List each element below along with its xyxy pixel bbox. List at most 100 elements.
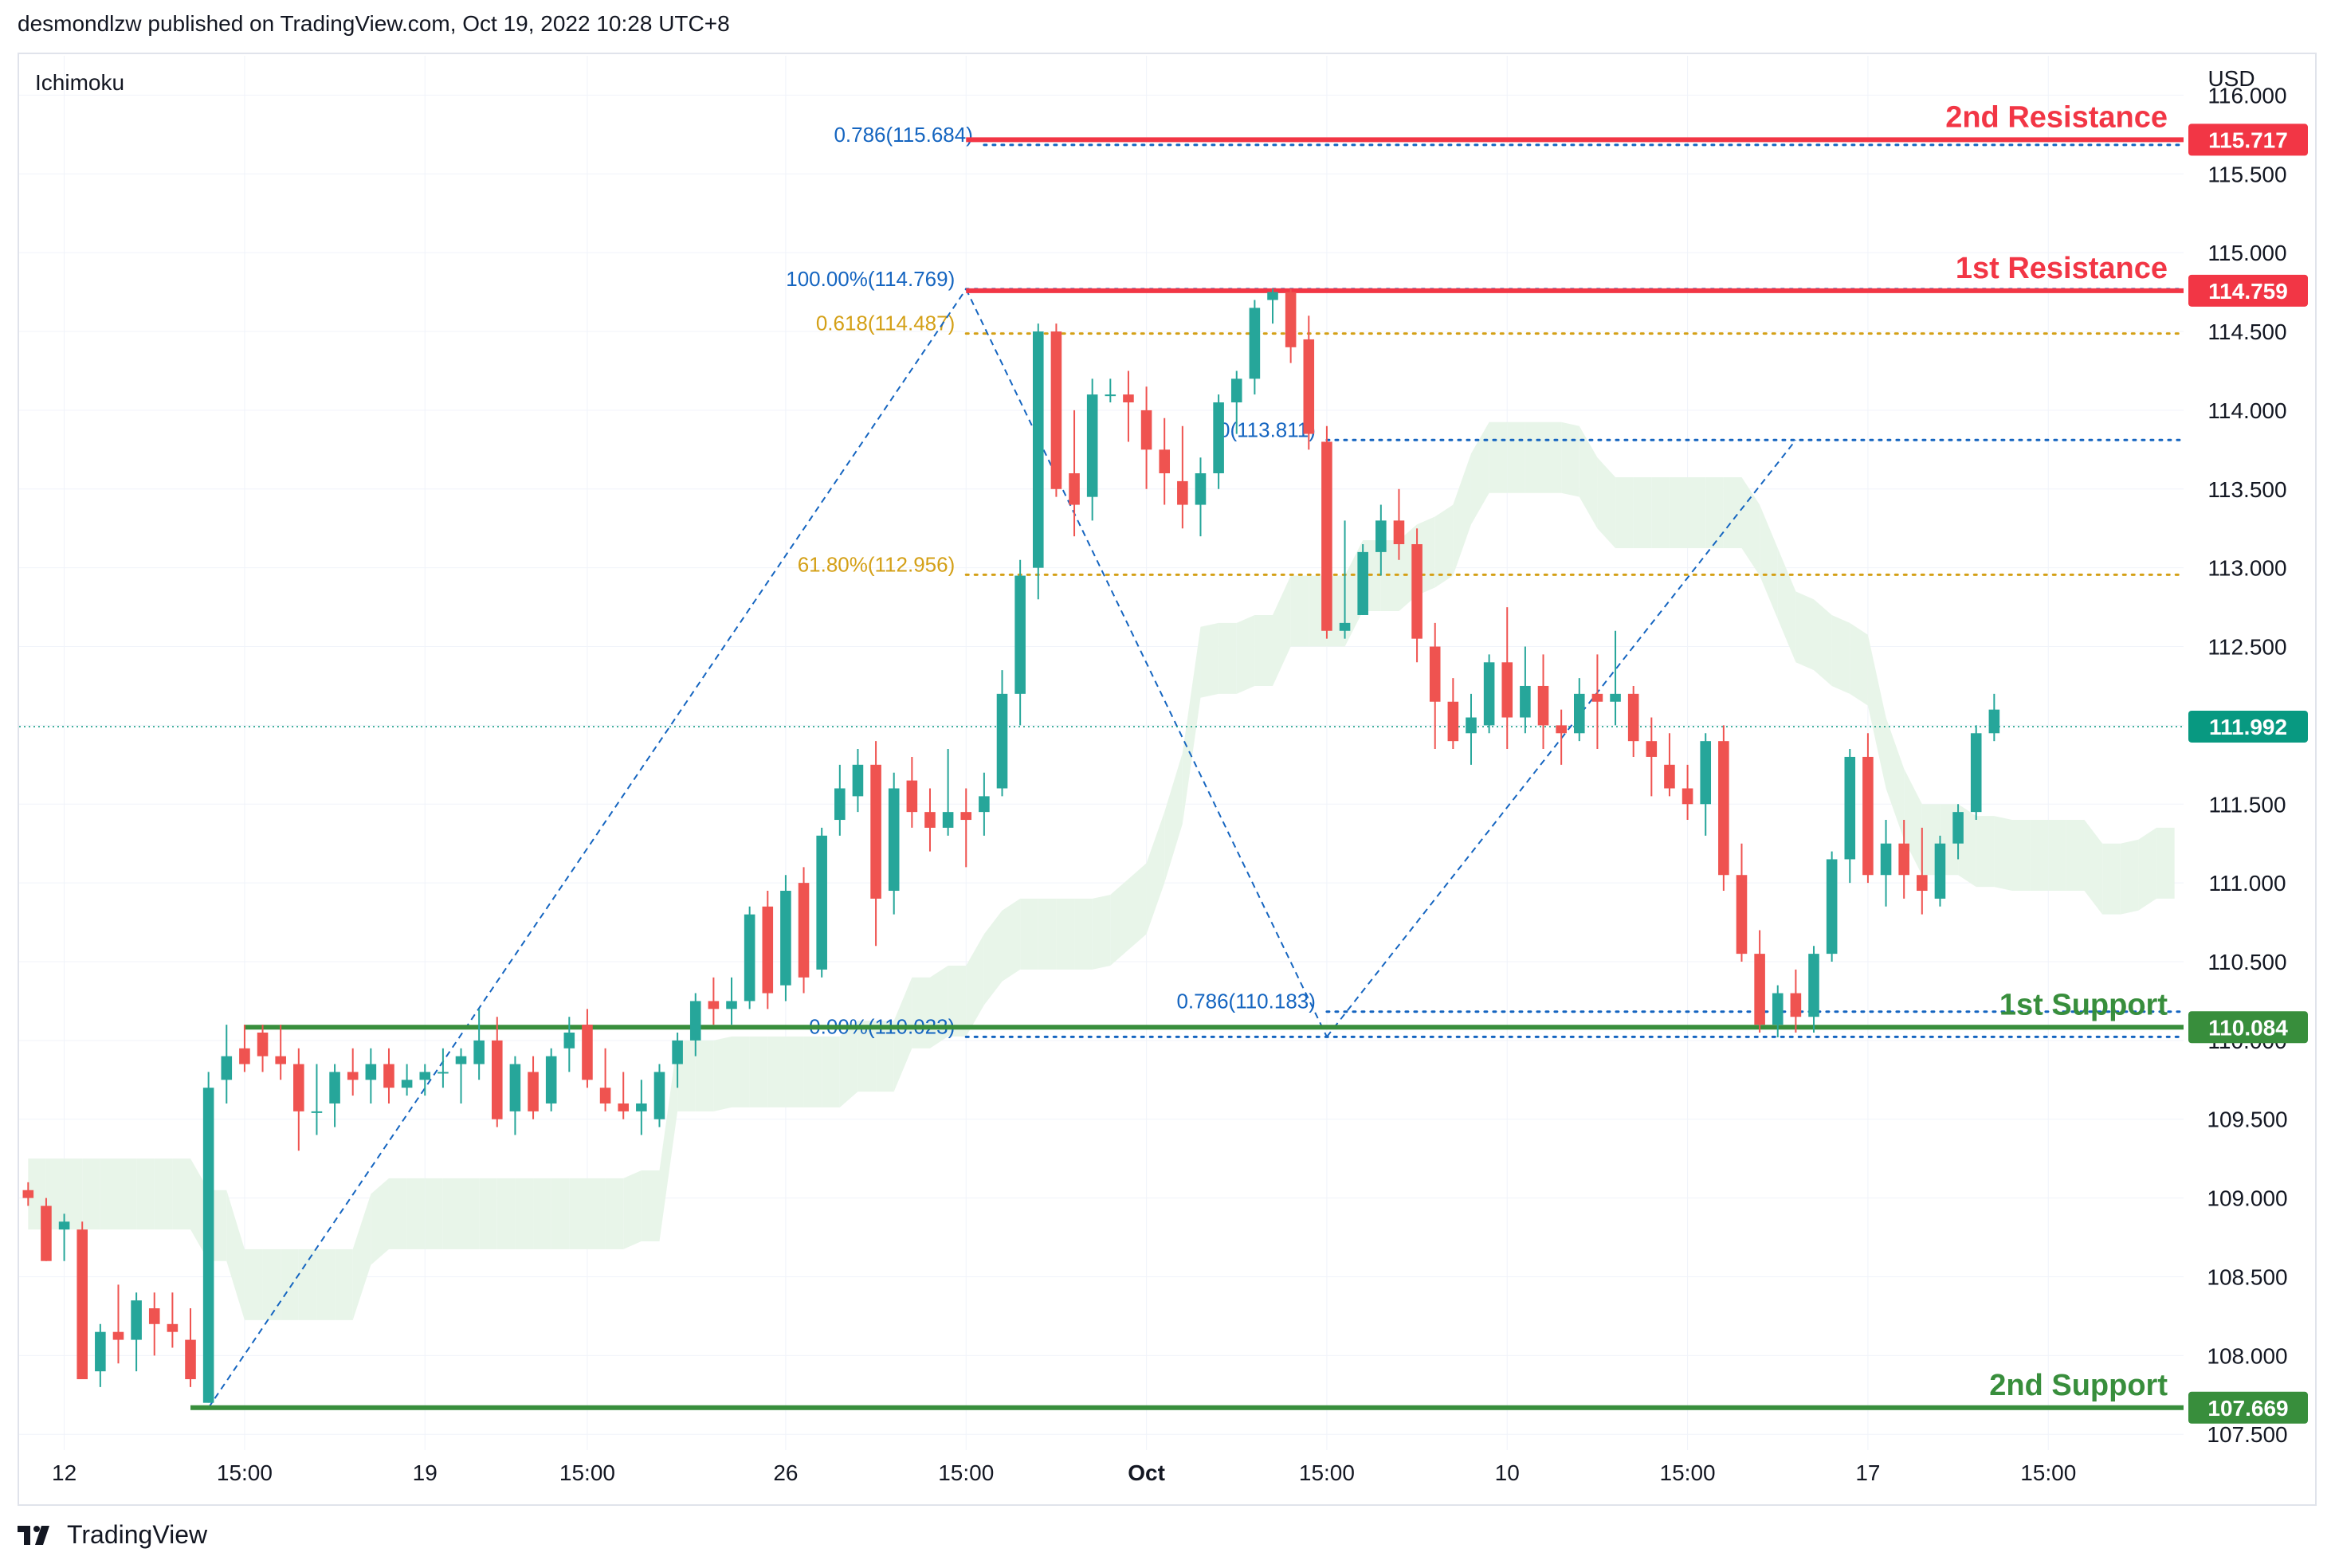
cloud-segment (406, 1178, 426, 1249)
candle-body (1447, 701, 1459, 742)
candle-body (1195, 473, 1207, 505)
cloud-segment (1273, 575, 1291, 686)
cloud-segment (623, 1170, 642, 1249)
last-price-tag-text: 111.992 (2209, 715, 2287, 739)
candle-body (1736, 875, 1748, 955)
cloud-segment (1579, 425, 1598, 529)
last-price-tag (2188, 710, 2308, 743)
cloud-segment (1290, 575, 1309, 647)
fib-swing-line (965, 288, 1328, 1037)
candle-body (1050, 331, 1062, 489)
y-tick-label: 114.500 (2207, 319, 2286, 344)
cloud-segment (1814, 599, 1832, 686)
candle-body (1682, 788, 1693, 805)
candle-body (672, 1040, 683, 1064)
cloud-segment (2048, 820, 2066, 892)
cloud-segment (1687, 476, 1706, 548)
x-tick-label: 19 (413, 1460, 438, 1485)
cloud-segment (100, 1158, 119, 1230)
x-tick-label: 12 (52, 1460, 77, 1485)
publisher-header: desmondlzw published on TradingView.com,… (18, 11, 730, 36)
cloud-segment (136, 1158, 155, 1230)
cloud-segment (695, 1040, 714, 1111)
indicator-label[interactable]: Ichimoku (35, 70, 125, 95)
cloud-segment (1200, 622, 1219, 698)
candle-body (202, 1088, 214, 1403)
y-tick-label: 113.500 (2207, 477, 2286, 502)
cloud-segment (983, 910, 1003, 1005)
candle-body (924, 812, 936, 828)
y-tick-label: 111.500 (2208, 792, 2286, 817)
cloud-segment (1994, 816, 2012, 892)
candle-body (509, 1064, 521, 1111)
cloud-segment (82, 1158, 100, 1230)
cloud-segment (1489, 421, 1508, 493)
candle-body (1213, 402, 1224, 474)
x-tick-label: Oct (1128, 1460, 1165, 1485)
candle-body (1339, 622, 1351, 631)
candle-body (762, 906, 774, 994)
candle-body (1321, 441, 1332, 631)
candle-body (1483, 662, 1495, 726)
candle-body (726, 1001, 737, 1009)
fib-label: 61.80%(112.956) (798, 552, 956, 576)
candle-body (1520, 685, 1531, 718)
candle-body (1501, 662, 1513, 718)
candle-body (112, 1331, 124, 1340)
y-tick-label: 116.000 (2207, 83, 2286, 108)
candle-body (401, 1080, 413, 1088)
candle-body (1249, 308, 1261, 379)
cloud-segment (1182, 626, 1201, 824)
cloud-segment (569, 1178, 587, 1249)
candle-body (1303, 339, 1315, 434)
candle-body (438, 1072, 449, 1074)
x-tick-label: 15:00 (559, 1460, 615, 1485)
candle-body (1086, 394, 1098, 497)
fib-label: 0(113.811) (1218, 417, 1316, 441)
candle-body (1772, 993, 1784, 1025)
candle-body (1988, 709, 2000, 734)
level-price-tag-text: 110.084 (2208, 1015, 2288, 1040)
cloud-segment (335, 1249, 353, 1320)
chart-frame[interactable] (18, 53, 2317, 1506)
cloud-segment (1705, 476, 1724, 548)
candle-body (888, 788, 900, 892)
cloud-segment (1597, 457, 1616, 548)
candle-body (1610, 693, 1621, 702)
cloud-segment (1795, 591, 1815, 671)
x-tick-label: 15:00 (217, 1460, 273, 1485)
cloud-segment (515, 1178, 534, 1249)
y-tick-label: 111.000 (2208, 871, 2286, 896)
candle-body (1140, 410, 1152, 450)
candle-body (1556, 725, 1567, 734)
cloud-segment (948, 965, 967, 1037)
cloud-segment (2084, 820, 2103, 915)
candle-body (1880, 843, 1892, 876)
cloud-segment (1074, 898, 1093, 970)
cloud-segment (1831, 614, 1850, 694)
candle-body (293, 1064, 304, 1111)
cloud-segment (1633, 476, 1652, 548)
candle-body (1429, 646, 1441, 702)
candle-body (1230, 378, 1242, 403)
cloud-segment (551, 1178, 570, 1249)
support-resistance-levels: 2nd Resistance 1st Resistance 1st Support 2… (19, 100, 2184, 1410)
level-price-tag-text: 114.759 (2208, 279, 2288, 304)
candle-body (1591, 693, 1603, 702)
cloud-segment (1434, 504, 1454, 588)
candle-body (41, 1205, 52, 1261)
cloud-segment (425, 1178, 443, 1249)
candle-body (1970, 733, 1982, 813)
level-label: 1st Support (1999, 988, 2168, 1021)
cloud-segment (262, 1249, 281, 1320)
candle-body (1862, 756, 1874, 876)
cloud-segment (371, 1178, 389, 1265)
cloud-segment (1886, 717, 1905, 840)
candle-body (689, 1001, 701, 1041)
cloud-segment (966, 934, 984, 1037)
candle-body (1627, 693, 1639, 742)
cloud-segment (64, 1158, 83, 1230)
level-price-tag-text: 107.669 (2207, 1396, 2288, 1421)
cloud-segment (732, 1036, 750, 1107)
